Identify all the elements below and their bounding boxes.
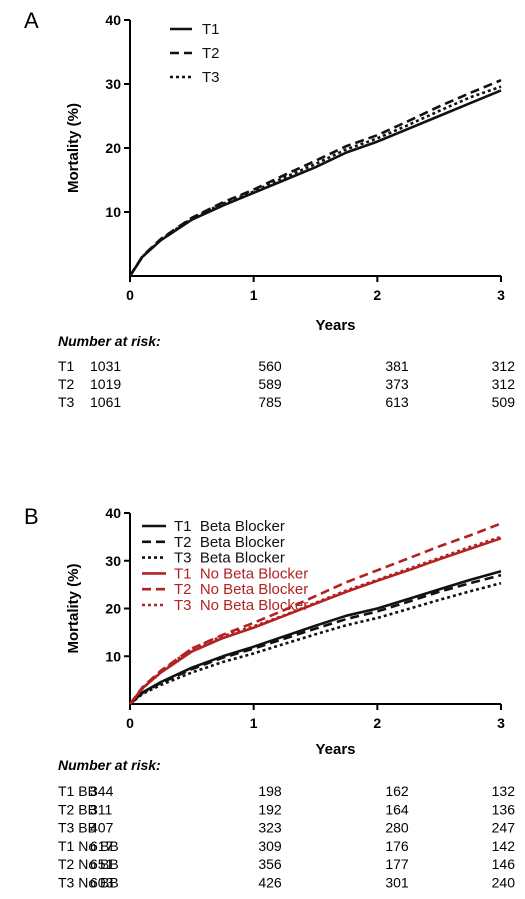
panel-a-risk-row-label: T2	[58, 376, 75, 392]
panel-b-risk-row-label: T3 No BB	[58, 875, 119, 891]
panel-b-risk-row-label: T1 No BB	[58, 838, 119, 854]
panel-b-risk-row-label: T1 BB	[58, 783, 97, 799]
panel-a-risk-value: 589	[258, 376, 282, 392]
panel-b-risk-row-label: T3 BB	[58, 820, 97, 836]
panel-b-risk-value: 311	[90, 801, 113, 817]
panel-b-risk-value: 177	[385, 856, 409, 872]
panel-a-x-tick-label: 0	[126, 287, 134, 303]
panel-b-series-line-5	[128, 522, 502, 705]
panel-b-risk-value: 407	[90, 820, 114, 836]
panel-b-legend-label: T2 No Beta Blocker	[174, 581, 308, 598]
panel-b-risk-row-label: T2 No BB	[58, 856, 119, 872]
panel-b-risk-value: 136	[492, 801, 516, 817]
panel-a-x-tick-label: 3	[497, 287, 505, 303]
panel-b-y-axis-title: Mortality (%)	[65, 563, 82, 653]
panel-b-risk-value: 344	[90, 783, 114, 799]
panel-b-risk-value: 176	[385, 838, 409, 854]
panel-b-x-axis-title: Years	[315, 741, 355, 758]
panel-b-risk-value: 162	[385, 783, 409, 799]
panel-b-legend-label: T3 No Beta Blocker	[174, 597, 308, 614]
panel-a-y-tick-label: 10	[105, 204, 121, 220]
panel-b-legend-label: T3 Beta Blocker	[174, 550, 285, 567]
panel-b-y-tick-label: 20	[105, 601, 121, 617]
panel-a-legend-label: T3	[202, 69, 220, 86]
panel-a-risk-value: 613	[385, 394, 409, 410]
panel-a-risk-value: 1031	[90, 358, 121, 374]
panel-a-risk-value: 1061	[90, 394, 121, 410]
panel-b-legend-label: T1 No Beta Blocker	[174, 565, 308, 582]
panel-a-x-axis-title: Years	[315, 317, 355, 334]
panel-a-risk-value: 560	[258, 358, 282, 374]
panel-b-x-tick-label: 3	[497, 715, 505, 731]
panel-b-series-line-3	[129, 581, 502, 706]
panel-b-risk-value: 309	[258, 838, 282, 854]
panel-a-letter: A	[24, 8, 39, 33]
panel-a-x-tick-label: 2	[373, 287, 381, 303]
panel-b-risk-value: 132	[492, 783, 516, 799]
panel-b-x-tick-label: 1	[250, 715, 258, 731]
panel-a-risk-value: 312	[492, 376, 516, 392]
panel-b-legend-label: T1 Beta Blocker	[174, 518, 285, 535]
panel-a-y-tick-label: 40	[105, 12, 121, 28]
panel-a-risk-value: 312	[492, 358, 516, 374]
panel-b-series-line-6	[128, 535, 502, 705]
panel-b-x-tick-label: 0	[126, 715, 134, 731]
panel-a-risk-row-label: T1	[58, 358, 75, 374]
panel-b-risk-value: 356	[258, 856, 282, 872]
panel-b-risk-value: 617	[90, 838, 114, 854]
panel-b-y-tick-label: 10	[105, 648, 121, 664]
panel-b-risk-value: 651	[90, 856, 114, 872]
panel-a-risk-value: 509	[492, 394, 516, 410]
panel-b-risk-value: 323	[258, 820, 282, 836]
panel-a-risk-heading: Number at risk:	[58, 333, 161, 349]
panel-b-risk-value: 603	[90, 875, 114, 891]
panel-a-x-tick-label: 1	[250, 287, 258, 303]
panel-a-series-line-3	[128, 85, 502, 277]
panel-a-y-tick-label: 20	[105, 140, 121, 156]
panel-b-risk-value: 192	[258, 801, 282, 817]
panel-b-risk-value: 247	[492, 820, 516, 836]
panel-a-series-line-1	[128, 89, 502, 277]
panel-a-legend-label: T1	[202, 21, 220, 38]
panel-a-risk-value: 1019	[90, 376, 121, 392]
panel-b-letter: B	[24, 504, 39, 529]
panel-a-risk-value: 373	[385, 376, 409, 392]
panel-b-legend-label: T2 Beta Blocker	[174, 534, 285, 551]
panel-a-risk-row-label: T3	[58, 394, 75, 410]
panel-b-risk-value: 426	[258, 875, 282, 891]
panel-b-risk-row-label: T2 BB	[58, 801, 97, 817]
panel-a-series-line-2	[128, 78, 502, 277]
panel-b-y-tick-label: 40	[105, 505, 121, 521]
panel-b-x-tick-label: 2	[373, 715, 381, 731]
panel-b-risk-value: 142	[492, 838, 516, 854]
panel-b-risk-heading: Number at risk:	[58, 757, 161, 773]
panel-b-risk-value: 164	[385, 801, 409, 817]
panel-b-y-tick-label: 30	[105, 553, 121, 569]
panel-a-legend-label: T2	[202, 45, 220, 62]
panel-b-risk-value: 198	[258, 783, 282, 799]
panel-b-risk-value: 280	[385, 820, 409, 836]
panel-a-y-tick-label: 30	[105, 76, 121, 92]
panel-a-risk-value: 785	[258, 394, 282, 410]
panel-b-risk-value: 240	[492, 875, 516, 891]
panel-b-risk-value: 301	[385, 875, 409, 891]
panel-a-y-axis-title: Mortality (%)	[65, 103, 82, 193]
panel-a-risk-value: 381	[385, 358, 409, 374]
panel-b-risk-value: 146	[492, 856, 516, 872]
panel-b-series-line-2	[129, 573, 502, 705]
